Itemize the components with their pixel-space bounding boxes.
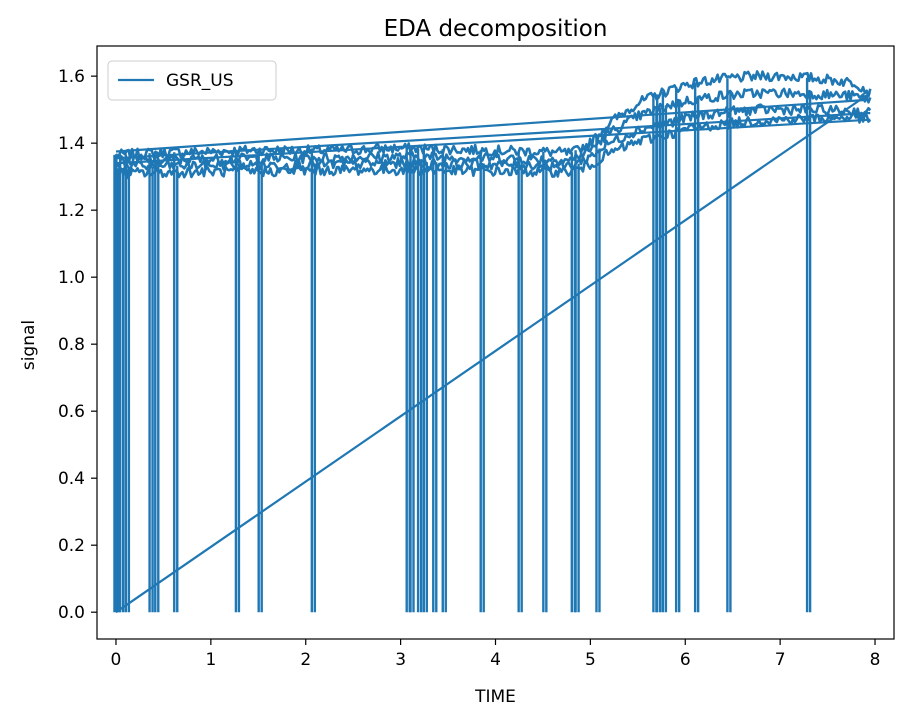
gsr-us-drop-16	[441, 149, 447, 613]
y-tick-label: 1.6	[58, 67, 85, 87]
x-tick-label: 5	[585, 650, 596, 670]
legend: GSR_US	[107, 60, 277, 101]
gsr-us-drop-17	[479, 150, 485, 613]
gsr-us-drop-27	[693, 82, 700, 613]
gsr-us-trace-2	[115, 87, 872, 168]
y-tick-label: 0.2	[58, 536, 85, 556]
x-tick-label: 4	[490, 650, 501, 670]
y-tick-label: 1.4	[58, 134, 85, 154]
gsr-us-drop-21	[574, 150, 580, 613]
y-tick-label: 1.2	[58, 201, 85, 221]
x-tick-label: 7	[775, 650, 786, 670]
x-tick-label: 8	[870, 650, 881, 670]
y-tick-label: 0.0	[58, 603, 85, 623]
gsr-us-drop-4	[124, 154, 131, 613]
x-axis: 0 1 2 3 4 5 6 7 8	[111, 639, 881, 670]
y-tick-label: 0.6	[58, 402, 85, 422]
gsr-us-drop-19	[542, 151, 548, 613]
x-tick-label: 6	[680, 650, 691, 670]
y-tick-label: 0.4	[58, 469, 85, 489]
gsr-us-drop-25	[661, 92, 668, 613]
gsr-us-return-segment-1	[115, 98, 871, 153]
legend-entry-gsr-us: GSR_US	[166, 71, 234, 91]
gsr-us-drop-9	[257, 149, 263, 613]
gsr-us-trace-4	[114, 111, 872, 180]
y-axis: 0.0 0.2 0.4 0.6 0.8 1.0 1.2 1.4 1.6	[58, 67, 97, 623]
gsr-us-return-segment-4	[115, 91, 871, 614]
legend-box	[107, 60, 277, 101]
x-tick-label: 1	[205, 650, 216, 670]
gsr-us-return-segment-3	[115, 118, 871, 165]
gsr-us-drop-14	[422, 148, 428, 613]
gsr-us-drop-15	[432, 148, 438, 613]
gsr-us-drop-22	[595, 135, 601, 613]
gsr-us-trace-1	[114, 70, 872, 160]
gsr-us-drop-24	[655, 94, 662, 613]
chart-title: EDA decomposition	[384, 16, 608, 42]
x-tick-label: 3	[395, 650, 406, 670]
gsr-us-drop-6	[154, 152, 160, 613]
gsr-us-drop-12	[409, 148, 415, 613]
gsr-us-drop-5	[148, 153, 154, 613]
gsr-us-drop-10	[310, 150, 317, 613]
gsr-us-drop-28	[726, 78, 732, 613]
gsr-us-drop-7	[173, 152, 179, 613]
y-tick-label: 0.8	[58, 335, 85, 355]
axes-frame	[96, 45, 895, 640]
gsr-us-return-segment-2	[115, 111, 871, 160]
y-tick-label: 1.0	[58, 268, 85, 288]
x-tick-label: 2	[300, 650, 311, 670]
x-axis-label: TIME	[474, 687, 516, 707]
gsr-us-drop-26	[674, 87, 681, 613]
gsr-us-drop-13	[416, 148, 423, 613]
x-tick-label: 0	[111, 650, 122, 670]
gsr-us-drop-8	[234, 150, 241, 613]
plot-area	[113, 70, 872, 614]
gsr-us-drop-18	[517, 151, 523, 613]
y-axis-label: signal	[19, 320, 39, 370]
gsr-us-drop-29	[805, 77, 812, 613]
gsr-us-drop-3	[118, 154, 125, 613]
